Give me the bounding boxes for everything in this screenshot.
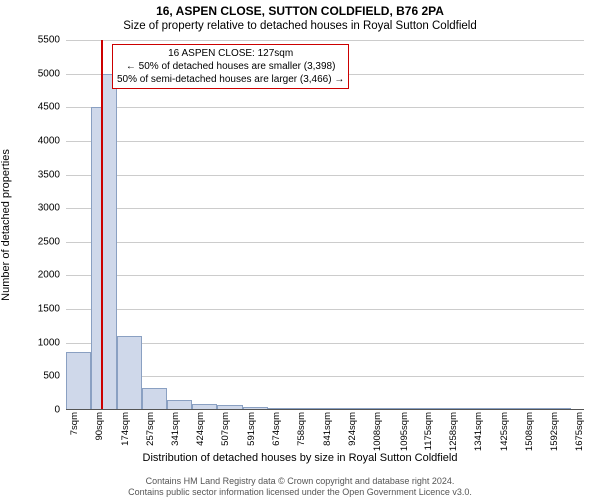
gridline [66,242,584,243]
gridline [66,107,584,108]
x-tick-label: 1175sqm [423,412,434,450]
gridline [66,343,584,344]
gridline [66,141,584,142]
x-tick-label: 90sqm [94,412,105,441]
x-tick-label: 341sqm [170,412,181,446]
x-tick-label: 924sqm [347,412,358,446]
y-axis-title: Number of detached properties [0,149,12,301]
x-tick-label: 674sqm [271,412,282,446]
x-tick-label: 7sqm [69,412,80,435]
plot-area [66,40,584,410]
x-tick-label: 1095sqm [399,412,410,451]
gridline [66,208,584,209]
gridline [66,275,584,276]
x-tick-label: 1592sqm [549,412,560,451]
chart-title: 16, ASPEN CLOSE, SUTTON COLDFIELD, B76 2… [0,0,600,18]
x-tick-label: 507sqm [220,412,231,446]
annotation-line-2: ← 50% of detached houses are smaller (3,… [117,60,344,73]
histogram-bar [117,336,142,410]
y-tick-label: 2500 [20,236,60,247]
y-tick-label: 1000 [20,337,60,348]
gridline [66,175,584,176]
chart-container: 16, ASPEN CLOSE, SUTTON COLDFIELD, B76 2… [0,0,600,500]
y-tick-label: 3500 [20,169,60,180]
x-tick-label: 174sqm [120,412,131,446]
x-tick-label: 1425sqm [499,412,510,451]
histogram-bar [102,74,116,410]
x-tick-label: 1258sqm [448,412,459,451]
gridline [66,40,584,41]
x-tick-label: 1675sqm [574,412,585,451]
x-tick-label: 424sqm [195,412,206,446]
property-marker-line [101,40,103,410]
gridline [66,309,584,310]
y-tick-label: 5500 [20,35,60,46]
x-tick-label: 1508sqm [524,412,535,451]
footer-line-2: Contains public sector information licen… [0,487,600,498]
y-tick-label: 1500 [20,304,60,315]
x-tick-label: 758sqm [296,412,307,446]
y-tick-label: 5000 [20,68,60,79]
x-tick-label: 1008sqm [372,412,383,451]
y-tick-label: 4000 [20,135,60,146]
x-tick-label: 1341sqm [473,412,484,451]
gridline [66,376,584,377]
x-tick-label: 841sqm [322,412,333,446]
annotation-line-1: 16 ASPEN CLOSE: 127sqm [117,47,344,60]
footer: Contains HM Land Registry data © Crown c… [0,476,600,498]
footer-line-1: Contains HM Land Registry data © Crown c… [0,476,600,487]
x-axis-line [66,409,584,410]
y-tick-label: 4500 [20,102,60,113]
annotation-box: 16 ASPEN CLOSE: 127sqm ← 50% of detached… [112,44,349,89]
y-tick-label: 500 [20,371,60,382]
y-tick-label: 2000 [20,270,60,281]
chart-subtitle: Size of property relative to detached ho… [0,18,600,32]
x-tick-label: 591sqm [246,412,257,446]
x-tick-label: 257sqm [145,412,156,446]
x-axis-title: Distribution of detached houses by size … [0,452,600,464]
y-tick-label: 0 [20,405,60,416]
histogram-bar [142,388,167,410]
histogram-bar [66,352,91,410]
y-tick-label: 3000 [20,203,60,214]
annotation-line-3: 50% of semi-detached houses are larger (… [117,73,344,86]
